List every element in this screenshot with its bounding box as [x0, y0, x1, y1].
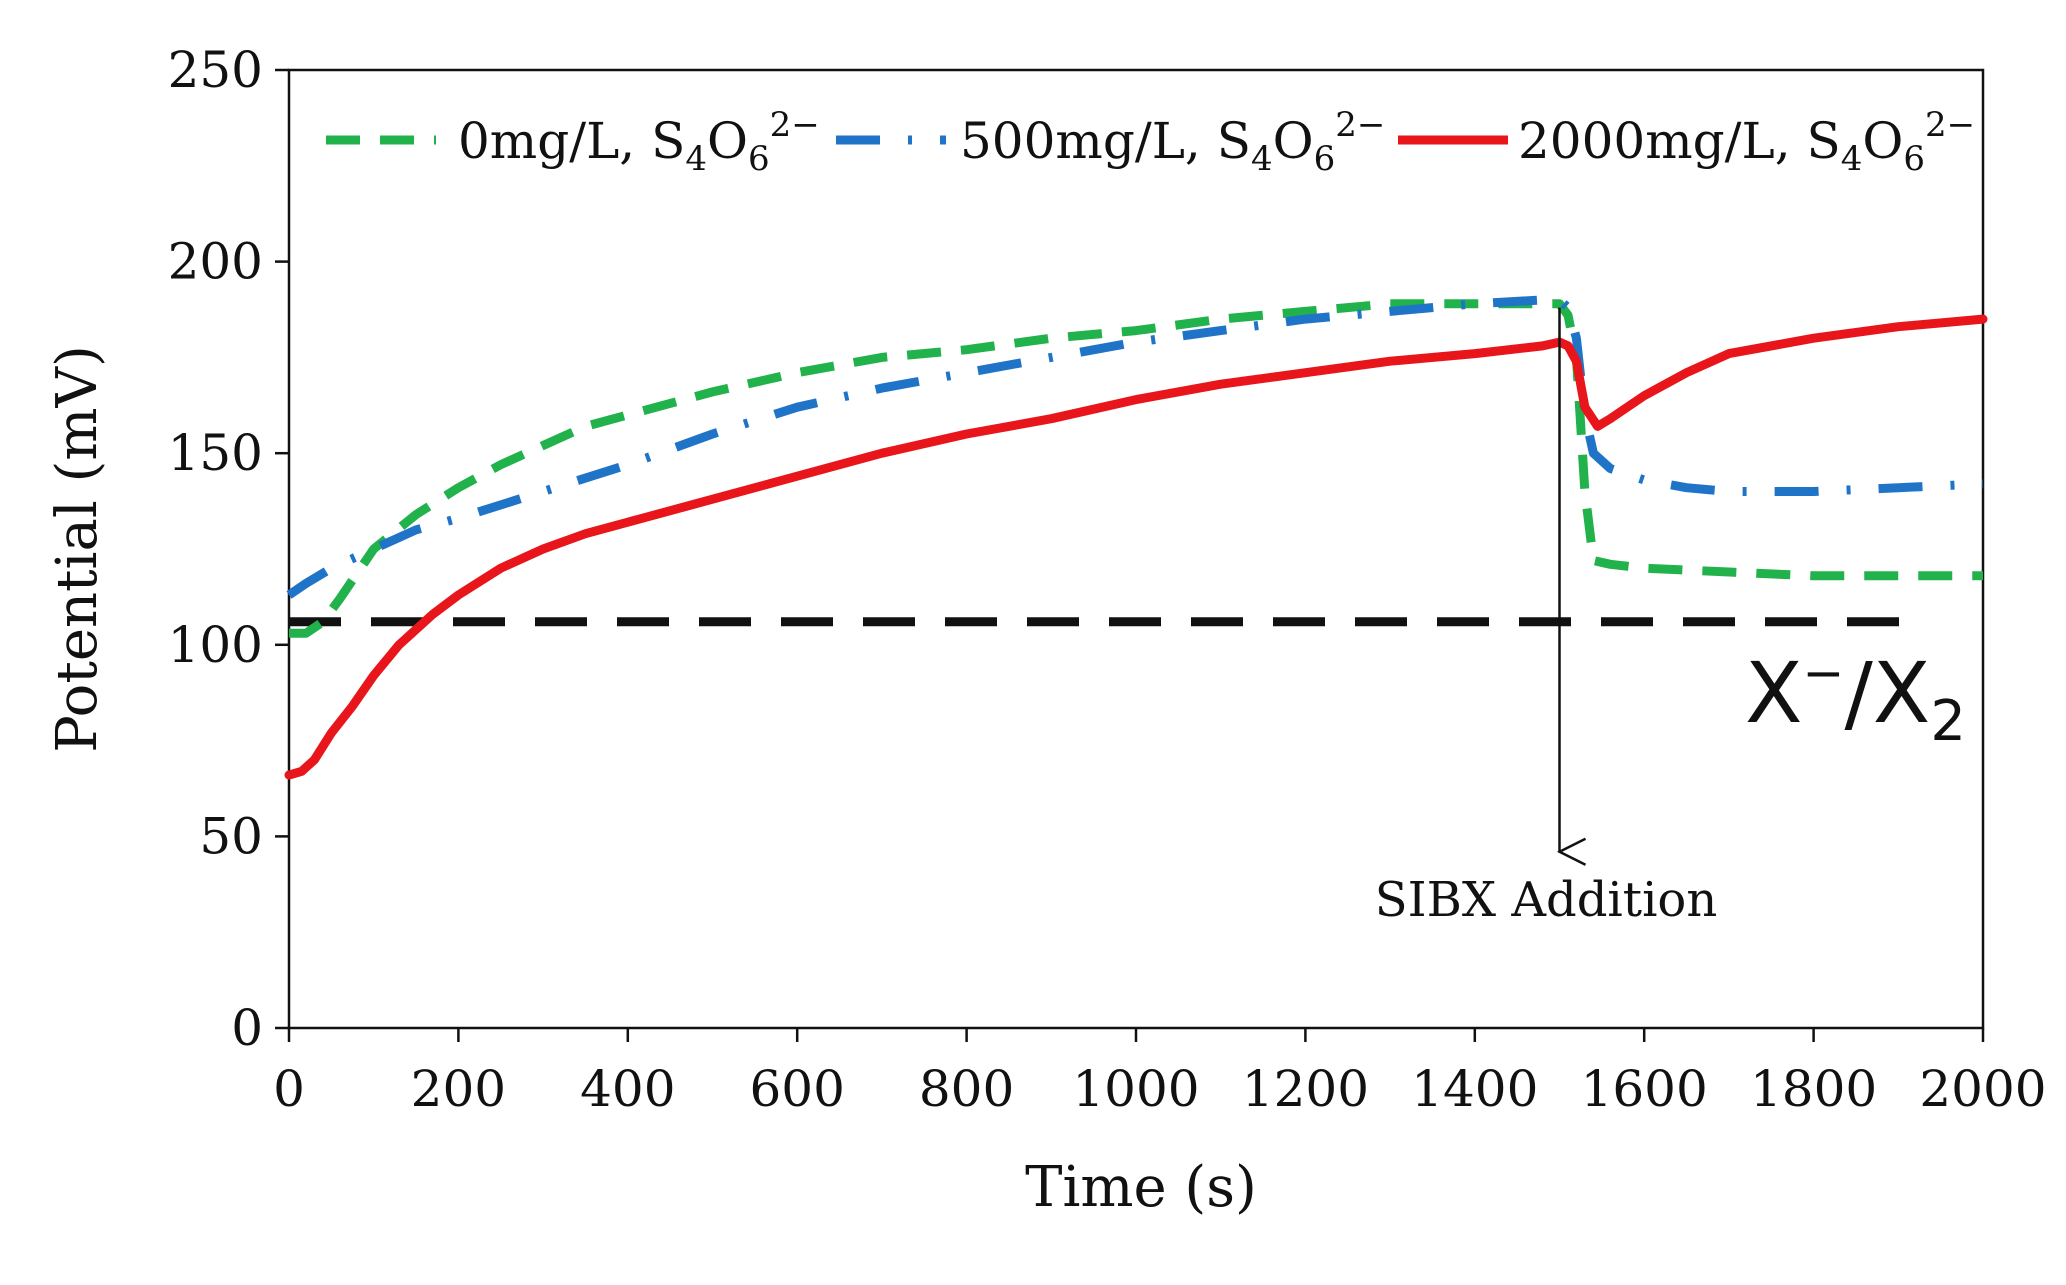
x-tick-label: 1600: [1581, 1060, 1708, 1118]
y-tick-label: 200: [168, 233, 263, 291]
legend-label-1: 500mg/L, S4O62−: [960, 105, 1385, 179]
legend-label-0: 0mg/L, S4O62−: [458, 105, 820, 179]
x-tick-label: 1000: [1072, 1060, 1199, 1118]
y-tick-label: 250: [168, 41, 263, 99]
reference-line-label: X−/X2: [1745, 644, 1966, 754]
y-axis-title: Potential (mV): [45, 345, 110, 753]
x-tick-label: 1400: [1411, 1060, 1538, 1118]
annotation-layer: SIBX Addition: [1375, 307, 1717, 928]
x-tick-label: 600: [749, 1060, 844, 1118]
legend-label-2: 2000mg/L, S4O62−: [1518, 105, 1975, 179]
legend: 0mg/L, S4O62− 500mg/L, S4O62− 2000mg/L, S4…: [326, 105, 1975, 179]
x-tick-label: 1200: [1242, 1060, 1369, 1118]
x-tick-label: 2000: [1919, 1060, 2046, 1118]
series-line-2: [284, 314, 1988, 780]
y-tick-label: 0: [231, 999, 263, 1057]
x-tick-label: 1800: [1750, 1060, 1877, 1118]
x-tick-label: 0: [273, 1060, 305, 1118]
y-tick-label: 150: [168, 424, 263, 482]
sibx-annotation-label: SIBX Addition: [1375, 872, 1717, 928]
x-axis-title: Time (s): [1025, 1155, 1257, 1220]
series-line-1: [286, 295, 1984, 599]
lines-layer: X−/X2: [284, 295, 1988, 780]
x-tick-label: 200: [411, 1060, 506, 1118]
y-tick-label: 50: [199, 807, 263, 865]
x-tick-label: 800: [919, 1060, 1014, 1118]
y-tick-label: 100: [168, 616, 263, 674]
series-line-0: [289, 299, 1983, 638]
x-tick-label: 400: [580, 1060, 675, 1118]
axes-layer: 0 200 400 600 800 1000 1200 1400 1600 1800 2000 0 50…: [45, 41, 2047, 1220]
